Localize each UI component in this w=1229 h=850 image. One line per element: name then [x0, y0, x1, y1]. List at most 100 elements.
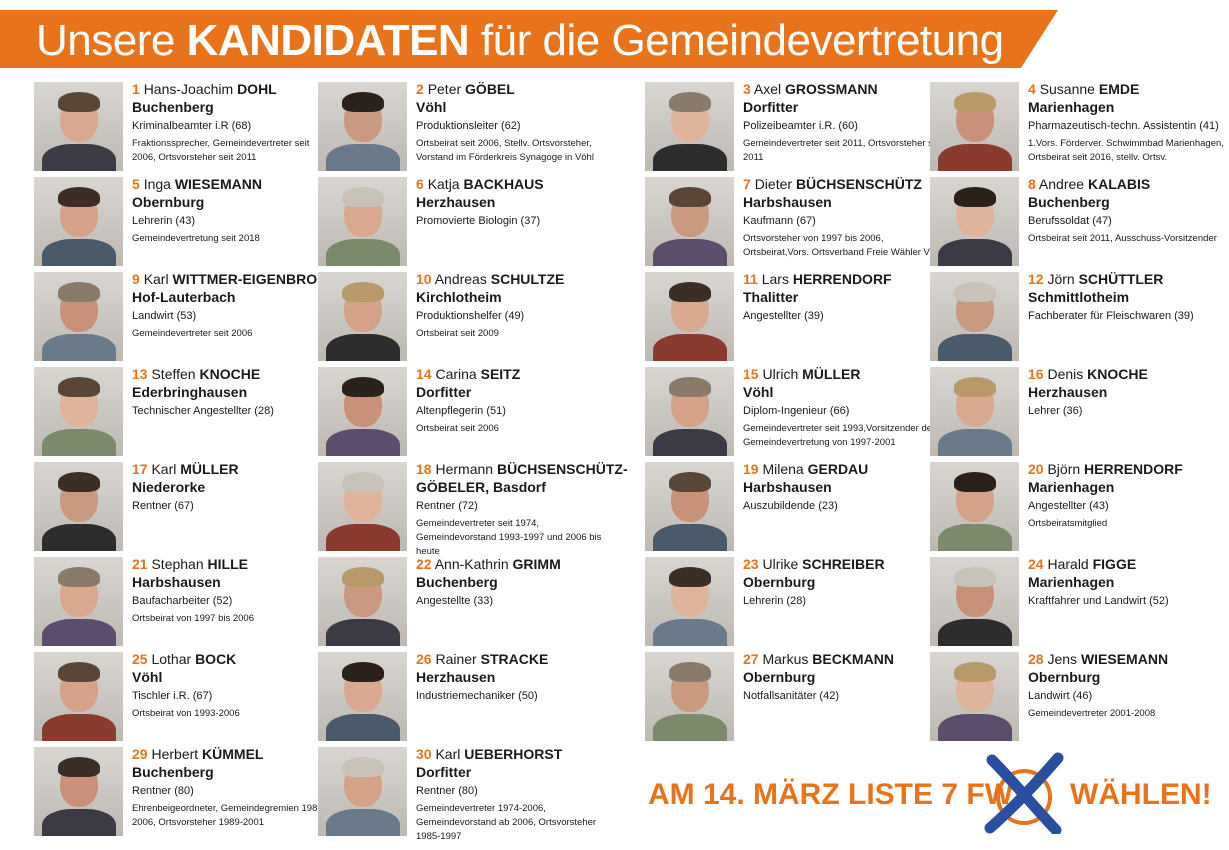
candidate-number: 1 [132, 81, 140, 97]
candidate-photo [34, 177, 123, 266]
candidate-note: Ortsbeiratsmitglied [1028, 518, 1108, 529]
candidate-first-name: Peter [427, 81, 462, 97]
candidate-photo [34, 462, 123, 551]
candidate-last-name: WIESEMANN [1080, 651, 1169, 667]
candidate-note: 1.Vors. Förderver. Schwimmbad Marienhage… [1028, 138, 1224, 163]
candidate-place: Kirchlotheim [416, 289, 502, 305]
candidate-first-name: Ann-Kathrin [434, 556, 509, 572]
candidate-number: 19 [743, 461, 759, 477]
candidate-card: 10 Andreas SCHULTZE Kirchlotheim Produkt… [318, 270, 618, 365]
cta-text: AM 14. MÄRZ LISTE 7 FW [648, 778, 1014, 811]
candidate-card: 30 Karl UEBERHORST Dorfitter Rentner (80… [318, 745, 618, 842]
candidate-first-name: Steffen [151, 366, 196, 382]
candidate-photo [318, 462, 407, 551]
candidate-last-name: GROSSMANN [785, 81, 878, 97]
candidate-photo [645, 272, 734, 361]
candidate-photo [930, 462, 1019, 551]
page-title: Unsere KANDIDATEN für die Gemeindevertre… [36, 16, 1004, 66]
candidate-last-name: KÜMMEL [202, 746, 264, 762]
candidate-photo [645, 462, 734, 551]
candidate-place: Hof-Lauterbach [132, 289, 236, 305]
candidate-note: Gemeindevertreter 1974-2006, Gemeindevor… [416, 803, 597, 842]
candidate-place: Obernburg [132, 194, 205, 210]
candidate-job: Altenpflegerin (51) [416, 405, 506, 417]
candidate-first-name: Rainer [435, 651, 477, 667]
candidate-first-name: Milena [762, 461, 804, 477]
candidate-number: 17 [132, 461, 148, 477]
candidate-number: 12 [1028, 271, 1044, 287]
candidate-place: Marienhagen [1028, 479, 1115, 495]
candidate-photo [34, 557, 123, 646]
candidate-card: 12 Jörn SCHÜTTLER Schmittlotheim Fachber… [930, 270, 1229, 365]
candidate-card: 27 Markus BECKMANN Obernburg Notfallsani… [645, 650, 945, 745]
candidate-first-name: Andree [1038, 176, 1085, 192]
candidate-photo [318, 557, 407, 646]
candidate-place: Herzhausen [416, 194, 496, 210]
candidate-job: Angestellter (39) [743, 310, 824, 322]
candidate-job: Kaufmann (67) [743, 215, 816, 227]
candidate-card: 5 Inga WIESEMANN Obernburg Lehrerin (43)… [34, 175, 334, 270]
candidate-last-name: EMDE [1098, 81, 1140, 97]
header-banner: Unsere KANDIDATEN für die Gemeindevertre… [0, 10, 1058, 68]
candidate-number: 26 [416, 651, 432, 667]
candidate-first-name: Axel [753, 81, 782, 97]
candidate-note: Gemeindevertreter seit 2011, Ortsvorsteh… [743, 138, 943, 163]
title-pre: Unsere [36, 16, 187, 65]
candidate-number: 7 [743, 176, 751, 192]
candidate-last-name: MÜLLER [180, 461, 239, 477]
candidate-number: 28 [1028, 651, 1044, 667]
candidate-job: Tischler i.R. (67) [132, 690, 213, 702]
candidate-place: Ederbringhausen [132, 384, 248, 400]
candidate-number: 3 [743, 81, 751, 97]
candidate-note: Ehrenbeigeordneter, Gemeindegremien 1989… [132, 803, 326, 828]
candidate-note: Ortsvorsteher von 1997 bis 2006, Ortsbei… [743, 233, 943, 258]
candidate-first-name: Carina [435, 366, 477, 382]
candidate-job: Polizeibeamter i.R. (60) [743, 120, 858, 132]
candidate-last-name: SEITZ [480, 366, 521, 382]
candidate-card: 16 Denis KNOCHE Herzhausen Lehrer (36) [930, 365, 1229, 460]
candidate-place: Dorfitter [743, 99, 799, 115]
candidate-photo [930, 652, 1019, 741]
candidate-card: 24 Harald FIGGE Marienhagen Kraftfahrer … [930, 555, 1229, 650]
candidate-last-name: BÜCHSENSCHÜTZ [795, 176, 922, 192]
candidate-place: Niederorke [132, 479, 206, 495]
candidate-place: Marienhagen [1028, 99, 1115, 115]
candidate-place: Thalitter [743, 289, 799, 305]
candidate-first-name: Lars [761, 271, 789, 287]
candidate-last-name: DOHL [237, 81, 277, 97]
candidate-number: 18 [416, 461, 432, 477]
candidate-number: 20 [1028, 461, 1044, 477]
candidate-first-name: Denis [1047, 366, 1084, 382]
candidate-job: Promovierte Biologin (37) [416, 215, 541, 227]
candidate-first-name: Katja [427, 176, 460, 192]
candidate-last-name: SCHÜTTLER [1078, 271, 1164, 287]
candidate-last-name: WITTMER-EIGENBRODT [172, 271, 336, 287]
candidate-note: Gemeindevertreter seit 1974, Gemeindevor… [416, 518, 602, 557]
candidate-number: 10 [416, 271, 432, 287]
candidate-card: 4 Susanne EMDE Marienhagen Pharmazeutisc… [930, 80, 1229, 175]
candidate-note: Fraktionssprecher, Gemeindevertreter sei… [132, 138, 310, 163]
candidate-first-name: Harald [1047, 556, 1089, 572]
candidate-number: 11 [743, 271, 758, 287]
candidate-photo [930, 177, 1019, 266]
candidate-place: Herzhausen [416, 669, 496, 685]
candidate-note: Gemeindevertreter seit 2006 [132, 328, 253, 339]
candidate-last-name: KNOCHE [1087, 366, 1148, 382]
candidate-job: Landwirt (53) [132, 310, 197, 322]
candidate-last-name: BACKHAUS [463, 176, 544, 192]
candidate-card: 15 Ulrich MÜLLER Vöhl Diplom-Ingenieur (… [645, 365, 945, 460]
candidate-last-name: GRIMM [512, 556, 561, 572]
candidate-job: Rentner (80) [132, 785, 194, 797]
candidate-photo [34, 272, 123, 361]
candidate-job: Landwirt (46) [1028, 690, 1093, 702]
ballot-cross-icon [984, 752, 1064, 834]
candidate-last-name: UEBERHORST [464, 746, 563, 762]
candidate-photo [318, 652, 407, 741]
candidate-card: 28 Jens WIESEMANN Obernburg Landwirt (46… [930, 650, 1229, 745]
candidate-number: 5 [132, 176, 140, 192]
candidate-place: Harbshausen [132, 574, 221, 590]
candidate-number: 29 [132, 746, 148, 762]
candidate-card: 25 Lothar BOCK Vöhl Tischler i.R. (67) O… [34, 650, 334, 745]
candidate-card: 8 Andree KALABIS Buchenberg Berufssoldat… [930, 175, 1229, 270]
candidate-job: Diplom-Ingenieur (66) [743, 405, 850, 417]
